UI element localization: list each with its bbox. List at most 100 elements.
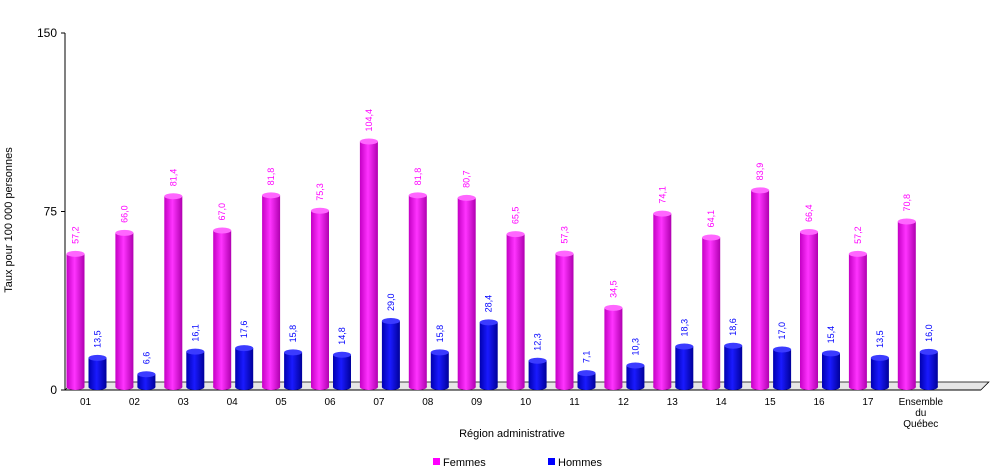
- x-tick-label: 16: [813, 397, 825, 408]
- data-label-femmes: 81,8: [266, 168, 276, 186]
- legend-label-hommes: Hommes: [558, 457, 603, 469]
- data-label-femmes: 57,2: [71, 226, 81, 244]
- data-label-femmes: 104,4: [364, 109, 374, 132]
- bar-femmes: [262, 192, 281, 390]
- x-tick-label: 01: [80, 397, 92, 408]
- legend-swatch-hommes: [548, 458, 555, 465]
- bar-femmes: [800, 228, 818, 390]
- x-tick-label-line: 04: [227, 397, 239, 408]
- data-label-hommes: 17,0: [777, 322, 787, 340]
- data-label-hommes: 16,0: [924, 324, 934, 342]
- data-label-hommes: 7,1: [582, 351, 592, 364]
- data-label-femmes: 67,0: [217, 203, 227, 221]
- bar-hommes: [919, 348, 938, 390]
- tick-labels: 0 75 150 01 02 03 04 05 06 07 08 09 10 11 12 13 14 15 16 17…: [37, 26, 944, 430]
- x-tick-label-line: 08: [422, 397, 434, 408]
- x-tick-label-line: Ensemble: [899, 397, 944, 408]
- data-label-hommes: 17,6: [239, 321, 249, 339]
- bar-femmes: [702, 234, 721, 390]
- bar-femmes: [848, 250, 867, 390]
- x-tick-label: 14: [716, 397, 728, 408]
- x-tick-label: 05: [276, 397, 288, 408]
- x-tick-label: 07: [373, 397, 385, 408]
- x-tick-label-line: 14: [716, 397, 728, 408]
- legend: Femmes Hommes: [433, 457, 603, 469]
- data-label-hommes: 13,5: [93, 330, 103, 348]
- bar-hommes: [88, 354, 107, 390]
- x-tick-label: 13: [667, 397, 679, 408]
- bar-femmes: [213, 227, 232, 390]
- x-tick-label: 02: [129, 397, 141, 408]
- y-tick-label: 0: [50, 383, 57, 397]
- bar-hommes: [186, 348, 205, 390]
- x-tick-label: 15: [765, 397, 777, 408]
- data-label-femmes: 81,4: [168, 169, 178, 187]
- y-tick-label: 75: [44, 205, 58, 219]
- data-label-femmes: 34,5: [608, 280, 618, 298]
- data-label-hommes: 12,3: [533, 333, 543, 351]
- x-tick-label: 10: [520, 397, 532, 408]
- bar-hommes: [577, 370, 596, 390]
- data-labels: 57,2 13,5 66,0 6,6 81,4 16,1 67,0 17,6 81,8 15,8 7…: [71, 109, 934, 364]
- y-axis-title: Taux pour 100 000 personnes: [3, 147, 15, 293]
- bar-femmes: [506, 231, 525, 390]
- data-label-femmes: 83,9: [755, 163, 765, 181]
- bar-hommes: [479, 319, 498, 390]
- legend-swatch-femmes: [433, 458, 440, 465]
- bar-femmes: [604, 304, 623, 390]
- x-tick-label-line: 17: [862, 397, 874, 408]
- x-tick-label: 17: [862, 397, 874, 408]
- bars: [66, 138, 938, 390]
- data-label-femmes: 66,4: [804, 204, 814, 222]
- data-label-hommes: 15,8: [435, 325, 445, 343]
- data-label-femmes: 57,2: [853, 226, 863, 244]
- x-tick-label: 04: [227, 397, 239, 408]
- x-tick-label-line: 10: [520, 397, 532, 408]
- data-label-femmes: 66,0: [119, 205, 129, 223]
- bar-femmes: [66, 250, 85, 390]
- bar-femmes: [311, 207, 329, 390]
- data-label-femmes: 65,5: [511, 207, 521, 225]
- bar-femmes: [897, 218, 916, 390]
- x-tick-label-line: 07: [373, 397, 385, 408]
- bar-femmes: [359, 138, 378, 390]
- x-tick-label-line: Québec: [903, 419, 938, 430]
- data-label-hommes: 10,3: [630, 338, 640, 356]
- x-tick-label-line: 12: [618, 397, 630, 408]
- legend-label-femmes: Femmes: [443, 457, 486, 469]
- x-axis-title: Région administrative: [459, 428, 565, 440]
- x-tick-label-line: du: [915, 408, 926, 419]
- data-label-hommes: 18,3: [679, 319, 689, 337]
- x-tick-label-line: 02: [129, 397, 141, 408]
- bar-femmes: [408, 192, 427, 390]
- data-label-femmes: 75,3: [315, 183, 325, 201]
- data-label-hommes: 29,0: [386, 293, 396, 311]
- x-tick-label: 03: [178, 397, 190, 408]
- bar-hommes: [284, 349, 303, 390]
- x-tick-label-line: 13: [667, 397, 679, 408]
- axes: [61, 32, 981, 391]
- bar-hommes: [724, 342, 743, 390]
- data-label-hommes: 16,1: [190, 324, 200, 342]
- x-tick-label: 11: [569, 397, 580, 408]
- x-tick-label: 06: [324, 397, 336, 408]
- x-tick-label: Ensemble du Québec: [899, 397, 944, 430]
- bar-femmes: [653, 210, 672, 390]
- data-label-hommes: 15,8: [288, 325, 298, 343]
- bar-hommes: [822, 350, 840, 390]
- bar-hommes: [333, 351, 351, 390]
- data-label-hommes: 6,6: [141, 352, 151, 365]
- bar-femmes: [751, 187, 770, 390]
- x-tick-label-line: 03: [178, 397, 190, 408]
- bar-hommes: [381, 317, 400, 390]
- y-tick-label: 150: [37, 26, 57, 40]
- bar-hommes: [528, 357, 547, 390]
- x-tick-label-line: 06: [324, 397, 336, 408]
- bar-hommes: [430, 349, 449, 390]
- x-tick-label: 09: [471, 397, 483, 408]
- x-tick-label-line: 09: [471, 397, 483, 408]
- data-label-hommes: 13,5: [875, 330, 885, 348]
- data-label-hommes: 15,4: [826, 326, 836, 344]
- x-tick-label-line: 01: [80, 397, 92, 408]
